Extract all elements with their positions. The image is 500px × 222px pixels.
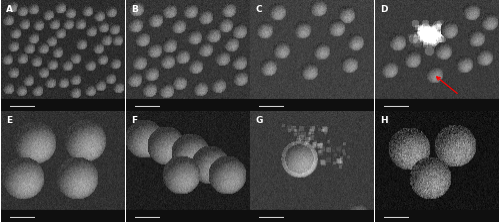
Text: D: D [380,5,388,14]
Text: A: A [6,5,13,14]
Text: B: B [130,5,138,14]
Text: E: E [6,116,12,125]
Text: F: F [130,116,137,125]
Text: G: G [256,116,263,125]
Text: C: C [256,5,262,14]
Text: H: H [380,116,388,125]
